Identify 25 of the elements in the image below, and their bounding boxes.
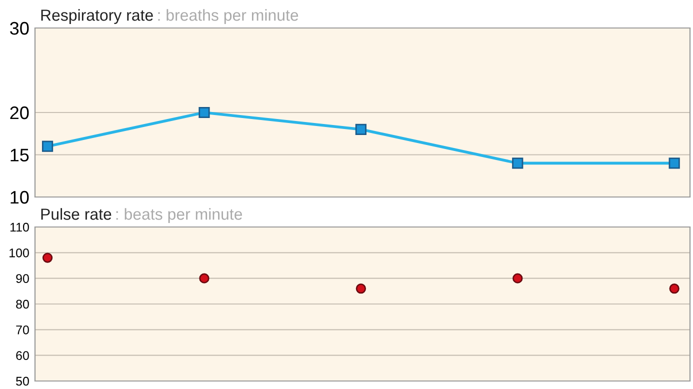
point — [669, 284, 680, 294]
point — [512, 273, 523, 284]
point — [199, 273, 210, 284]
point — [355, 124, 366, 135]
y-tick-label: 90 — [16, 274, 29, 283]
chart-title: Respiratory rate — [41, 9, 153, 24]
chart-subtitle: : beats per minute — [116, 208, 242, 223]
y-tick-label: 30 — [10, 22, 29, 35]
point — [512, 158, 524, 169]
chart-title: Pulse rate — [41, 208, 112, 220]
y-tick-label: 10 — [10, 190, 29, 204]
y-tick-label: 110 — [10, 222, 29, 232]
y-tick-label: 20 — [10, 106, 29, 120]
y-tick-label: 60 — [16, 351, 29, 360]
y-tick-label: 80 — [16, 300, 29, 309]
point — [42, 252, 53, 263]
y-tick-label: 15 — [10, 148, 29, 162]
chart-subtitle: : breaths per minute — [158, 9, 298, 24]
y-tick-label: 100 — [10, 248, 29, 258]
point — [356, 284, 366, 294]
y-tick-label: 50 — [16, 376, 29, 386]
point — [42, 140, 54, 152]
point — [668, 158, 680, 169]
y-tick-label: 70 — [16, 325, 29, 334]
point — [198, 106, 210, 118]
